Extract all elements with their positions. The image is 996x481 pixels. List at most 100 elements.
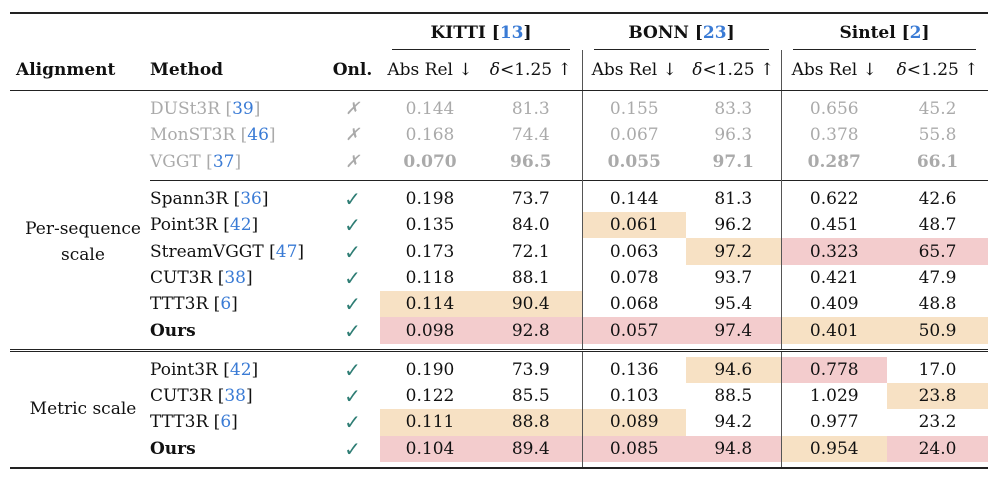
metric-value: 0.067 — [581, 122, 686, 149]
citation-link[interactable]: 42 — [229, 359, 252, 380]
spacer-row — [10, 174, 988, 181]
method-name-cell: MonST3R [46] — [150, 125, 276, 146]
metric-value: 0.622 — [780, 185, 888, 213]
metric-value: 0.104 — [380, 435, 480, 462]
metric-value: 95.4 — [714, 294, 753, 315]
table-row: TTT3R [6] ✓ 0.111 88.8 0.089 94.2 0.977 23.2 — [10, 409, 988, 436]
check-icon: ✓ — [344, 213, 361, 238]
citation-link[interactable]: 46 — [247, 125, 269, 146]
metric-value: 0.136 — [581, 356, 686, 383]
dataset-name: KITTI — [430, 23, 486, 43]
citation-link[interactable]: 38 — [224, 386, 246, 407]
spacer-cell — [581, 90, 686, 96]
metric-value: 81.3 — [714, 189, 753, 210]
spacer-cell — [581, 174, 686, 181]
metric-value: 0.190 — [405, 359, 455, 380]
table-row: StreamVGGT [47] ✓ 0.173 72.1 0.063 97.2 0.323 6… — [10, 238, 989, 265]
metric-value: 0.122 — [405, 386, 455, 407]
delta-symbol: δ — [489, 60, 500, 80]
method-name-cell: StreamVGGT [47] — [150, 241, 305, 262]
metric-value: 90.4 — [480, 291, 582, 318]
results-table: KITTI [13] BONN [23] Sintel [2] Alignmen… — [10, 12, 989, 469]
abs-rel-header: Abs Rel ↓ — [581, 50, 686, 91]
metric-value: 96.3 — [714, 125, 753, 146]
metric-value: 85.5 — [511, 386, 550, 407]
metric-value: 0.287 — [780, 148, 888, 175]
delta-threshold: <1.25 ↑ — [906, 60, 979, 80]
metric-value: 88.1 — [511, 267, 550, 288]
citation-link[interactable]: 36 — [240, 189, 262, 210]
citation-link[interactable]: 42 — [229, 215, 252, 236]
spacer-cell — [325, 348, 380, 357]
method-name: Point3R — [150, 359, 218, 380]
metric-value: 0.114 — [380, 291, 480, 318]
metric-value: 0.954 — [780, 435, 888, 462]
metric-value: 48.7 — [918, 215, 957, 236]
metric-value: 89.4 — [480, 435, 582, 462]
check-icon: ✓ — [344, 265, 361, 290]
metric-value: 94.2 — [714, 412, 753, 433]
citation-link[interactable]: 2 — [909, 23, 922, 43]
abs-rel-header: Abs Rel ↓ — [780, 50, 888, 91]
spacer-cell — [380, 179, 480, 186]
metric-value: 48.8 — [918, 294, 957, 315]
metric-value: 0.168 — [405, 125, 455, 146]
citation-link[interactable]: 38 — [224, 267, 246, 288]
metric-value: 55.8 — [918, 125, 957, 146]
table-row: Metric scale Point3R [42] ✓ 0.190 73.9 0.136 9… — [10, 356, 988, 419]
metric-value: 0.118 — [405, 267, 455, 288]
citation-link[interactable]: 37 — [212, 151, 235, 172]
metric-value: 65.7 — [887, 238, 989, 265]
metric-value: 17.0 — [918, 359, 957, 380]
spacer-cell — [581, 348, 686, 357]
check-icon: ✓ — [344, 318, 361, 343]
delta-header: δ<1.25 ↑ — [480, 50, 582, 91]
metric-value: 0.055 — [581, 148, 686, 175]
metric-value: 47.9 — [918, 267, 957, 288]
method-header: Method — [150, 50, 325, 91]
citation-link[interactable]: 23 — [702, 23, 727, 43]
online-header: Onl. — [325, 50, 380, 91]
citation-link[interactable]: 13 — [499, 23, 524, 43]
method-name: VGGT — [150, 151, 201, 172]
spacer-cell — [887, 461, 989, 469]
table-row: CUT3R [38] ✓ 0.122 85.5 0.103 88.5 1.029 23.8 — [10, 382, 989, 410]
citation-link[interactable]: 47 — [275, 241, 298, 262]
method-name: TTT3R — [150, 412, 209, 433]
spacer-cell — [686, 461, 782, 469]
metric-value: 84.0 — [511, 215, 550, 236]
metric-value: 97.2 — [686, 238, 782, 265]
metric-value: 88.8 — [480, 409, 582, 436]
spacer-cell — [10, 348, 150, 357]
delta-header: δ<1.25 ↑ — [686, 50, 782, 91]
metric-value: 0.155 — [581, 96, 686, 123]
metric-value: 1.029 — [780, 382, 888, 410]
metric-value: 24.0 — [887, 435, 989, 462]
spacer-row — [10, 179, 989, 186]
spacer-cell — [780, 90, 888, 96]
citation-link[interactable]: 6 — [220, 294, 232, 315]
method-name-cell: VGGT [37] — [150, 151, 242, 172]
method-name: Ours — [150, 438, 196, 459]
metric-value: 97.1 — [712, 151, 754, 172]
method-name: Ours — [150, 320, 196, 341]
metric-value: 96.5 — [510, 151, 552, 172]
metric-value: 0.078 — [581, 264, 686, 292]
table-row: VGGT [37] ✗ 0.070 96.5 0.055 97.1 0.287 66.1 — [10, 148, 988, 175]
metric-value: 74.4 — [511, 125, 550, 146]
metric-value: 94.6 — [686, 356, 782, 383]
method-name: Spann3R — [150, 189, 229, 210]
citation-link[interactable]: 39 — [232, 99, 254, 120]
delta-threshold: <1.25 ↑ — [702, 60, 775, 80]
metric-value: 0.068 — [581, 291, 686, 318]
dataset-header-sintel: Sintel [2] — [793, 23, 976, 50]
metric-value: 0.063 — [581, 238, 686, 265]
table-row: Ours ✓ 0.098 92.8 0.057 97.4 0.401 50.9 — [10, 317, 989, 344]
metric-value: 0.451 — [780, 212, 888, 239]
cross-icon: ✗ — [345, 99, 360, 120]
citation-link[interactable]: 6 — [220, 412, 232, 433]
metric-value: 23.2 — [918, 412, 957, 433]
spacer-cell — [480, 461, 582, 469]
method-name-cell: DUSt3R [39] — [150, 99, 261, 120]
spacer-cell — [325, 461, 380, 469]
